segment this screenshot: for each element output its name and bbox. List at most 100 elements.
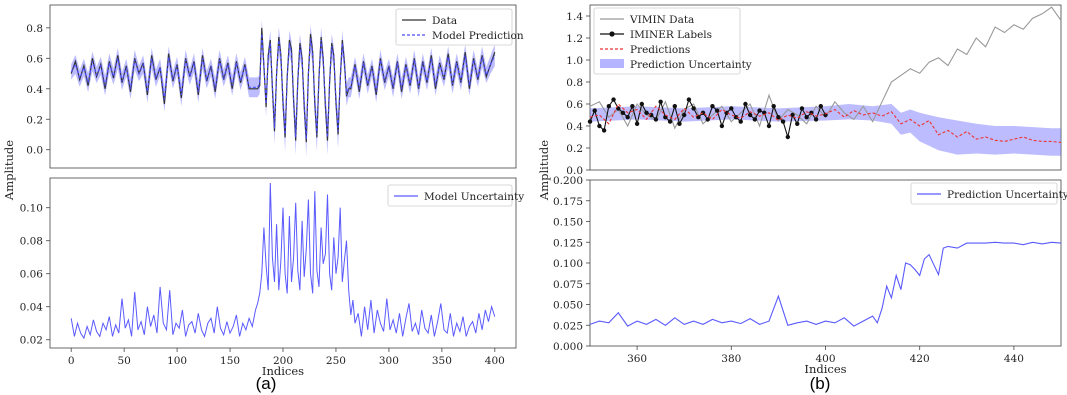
series-prediction-uncertainty-line	[589, 241, 1062, 327]
x-tick-label: 420	[910, 353, 930, 365]
x-tick-label: 380	[721, 353, 741, 365]
legend-frame	[910, 182, 1058, 205]
panel-b-bottom-chart: 0.000 0.025 0.050 0.075 0.100 0.125 0.150 0.175…	[537, 140, 1067, 376]
y-tick-label: 0.4	[566, 121, 583, 133]
iminer-label-point	[738, 119, 743, 124]
iminer-label-point	[672, 104, 677, 109]
series-predictions-line	[589, 103, 1062, 144]
iminer-label-point	[743, 101, 748, 107]
x-tick-label: 400	[485, 355, 505, 367]
y-tick-label: 1.0	[566, 55, 583, 67]
iminer-label-point	[691, 106, 696, 111]
panel-a-bottom-chart: 0.02 0.04 0.06 0.08 0.10 0 50 100 150 200 250 300 35…	[2, 140, 524, 378]
legend-marker	[609, 31, 615, 37]
legend-label: VIMIN Data	[629, 14, 694, 26]
iminer-label-point	[658, 99, 663, 105]
iminer-label-point	[771, 104, 776, 109]
iminer-label-point	[804, 115, 809, 120]
y-axis-label: Amplitude	[537, 140, 551, 201]
y-tick-label: 0.050	[553, 300, 583, 312]
y-tick-label: 0.075	[553, 279, 583, 291]
y-tick-label: 0.02	[20, 335, 43, 347]
iminer-label-point	[818, 104, 823, 109]
y-tick-label: 0.025	[553, 320, 583, 332]
panel-b-top-chart: 0.0 0.2 0.4 0.6 0.8 1.0 1.2 1.4 VIMIN Data IMINER…	[566, 4, 1062, 177]
x-tick-label: 50	[117, 355, 130, 367]
x-tick-label: 200	[273, 355, 293, 367]
y-tick-label: 0.06	[20, 269, 44, 281]
iminer-label-point	[611, 97, 616, 102]
iminer-label-point	[790, 112, 795, 118]
iminer-label-point	[587, 119, 593, 124]
iminer-label-point	[601, 128, 607, 133]
iminer-label-point	[597, 123, 602, 129]
iminer-label-point	[620, 110, 626, 116]
iminer-label-point	[625, 115, 630, 120]
y-tick-label: 0.100	[553, 258, 583, 270]
y-tick-label: 0.175	[553, 196, 583, 208]
x-tick-label: 0	[68, 355, 75, 367]
legend-label: Model Uncertainty	[424, 191, 524, 203]
iminer-label-point	[667, 119, 673, 124]
iminer-label-point	[630, 104, 635, 109]
y-axis-label: Amplitude	[2, 140, 16, 201]
x-tick-label: 300	[379, 355, 399, 367]
x-tick-label: 360	[627, 353, 647, 365]
y-tick-label: 0.200	[553, 175, 583, 187]
iminer-label-point	[747, 112, 753, 118]
y-tick-label: 0.000	[553, 341, 583, 353]
x-axis-label: Indices	[804, 362, 846, 376]
panel-a-top-chart: 0.0 0.2 0.4 0.6 0.8 Data Model Prediction	[26, 4, 524, 169]
iminer-label-point	[634, 121, 640, 127]
y-tick-label: 0.8	[566, 77, 583, 89]
legend-label: Predictions	[630, 44, 690, 56]
iminer-label-point	[592, 108, 597, 113]
legend-label: IMINER Labels	[630, 29, 712, 41]
iminer-label-point	[682, 112, 687, 118]
series-model-uncertainty-band	[71, 19, 495, 157]
x-tick-label: 100	[167, 355, 187, 367]
y-tick-label: 0.0	[566, 165, 583, 177]
legend-swatch	[600, 59, 624, 68]
x-tick-label: 350	[432, 355, 452, 367]
y-tick-label: 1.2	[566, 33, 583, 45]
iminer-label-point	[677, 121, 682, 127]
series-model-prediction-line	[70, 33, 496, 140]
panel-label-a: (a)	[256, 374, 277, 393]
panel-label-b: (b)	[810, 374, 831, 393]
y-tick-label: 1.4	[566, 11, 583, 23]
x-tick-label: 400	[815, 353, 835, 365]
iminer-label-point	[776, 115, 781, 120]
y-tick-label: 0.8	[26, 23, 43, 35]
legend-label: Model Prediction	[432, 30, 524, 42]
y-tick-label: 0.2	[566, 143, 583, 155]
iminer-label-point	[710, 104, 715, 109]
legend-label: Prediction Uncertainty	[630, 59, 752, 71]
plot-frame	[589, 179, 1062, 347]
series-model-uncertainty-line	[70, 182, 496, 340]
x-tick-label: 250	[326, 355, 346, 367]
iminer-label-point	[766, 123, 772, 129]
iminer-label-point	[606, 104, 612, 109]
legend-label: Data	[432, 15, 457, 27]
iminer-label-point	[752, 117, 758, 122]
iminer-label-point	[705, 117, 710, 122]
iminer-label-point	[757, 108, 762, 113]
legend-frame	[593, 7, 741, 75]
iminer-label-point	[719, 123, 725, 129]
iminer-label-point	[653, 117, 659, 122]
y-tick-label: 0.4	[26, 84, 43, 96]
iminer-label-point	[813, 117, 819, 122]
y-tick-label: 0.08	[20, 236, 43, 248]
y-tick-label: 0.125	[553, 237, 583, 249]
y-tick-label: 0.0	[26, 145, 43, 157]
legend-frame	[387, 184, 513, 207]
iminer-label-point	[780, 119, 786, 124]
iminer-label-point	[729, 106, 734, 111]
x-tick-label: 440	[1004, 353, 1024, 365]
iminer-label-point	[639, 101, 645, 107]
y-tick-label: 0.6	[566, 99, 583, 111]
y-tick-label: 0.10	[20, 203, 43, 215]
legend-label: Prediction Uncertainty	[947, 189, 1067, 201]
